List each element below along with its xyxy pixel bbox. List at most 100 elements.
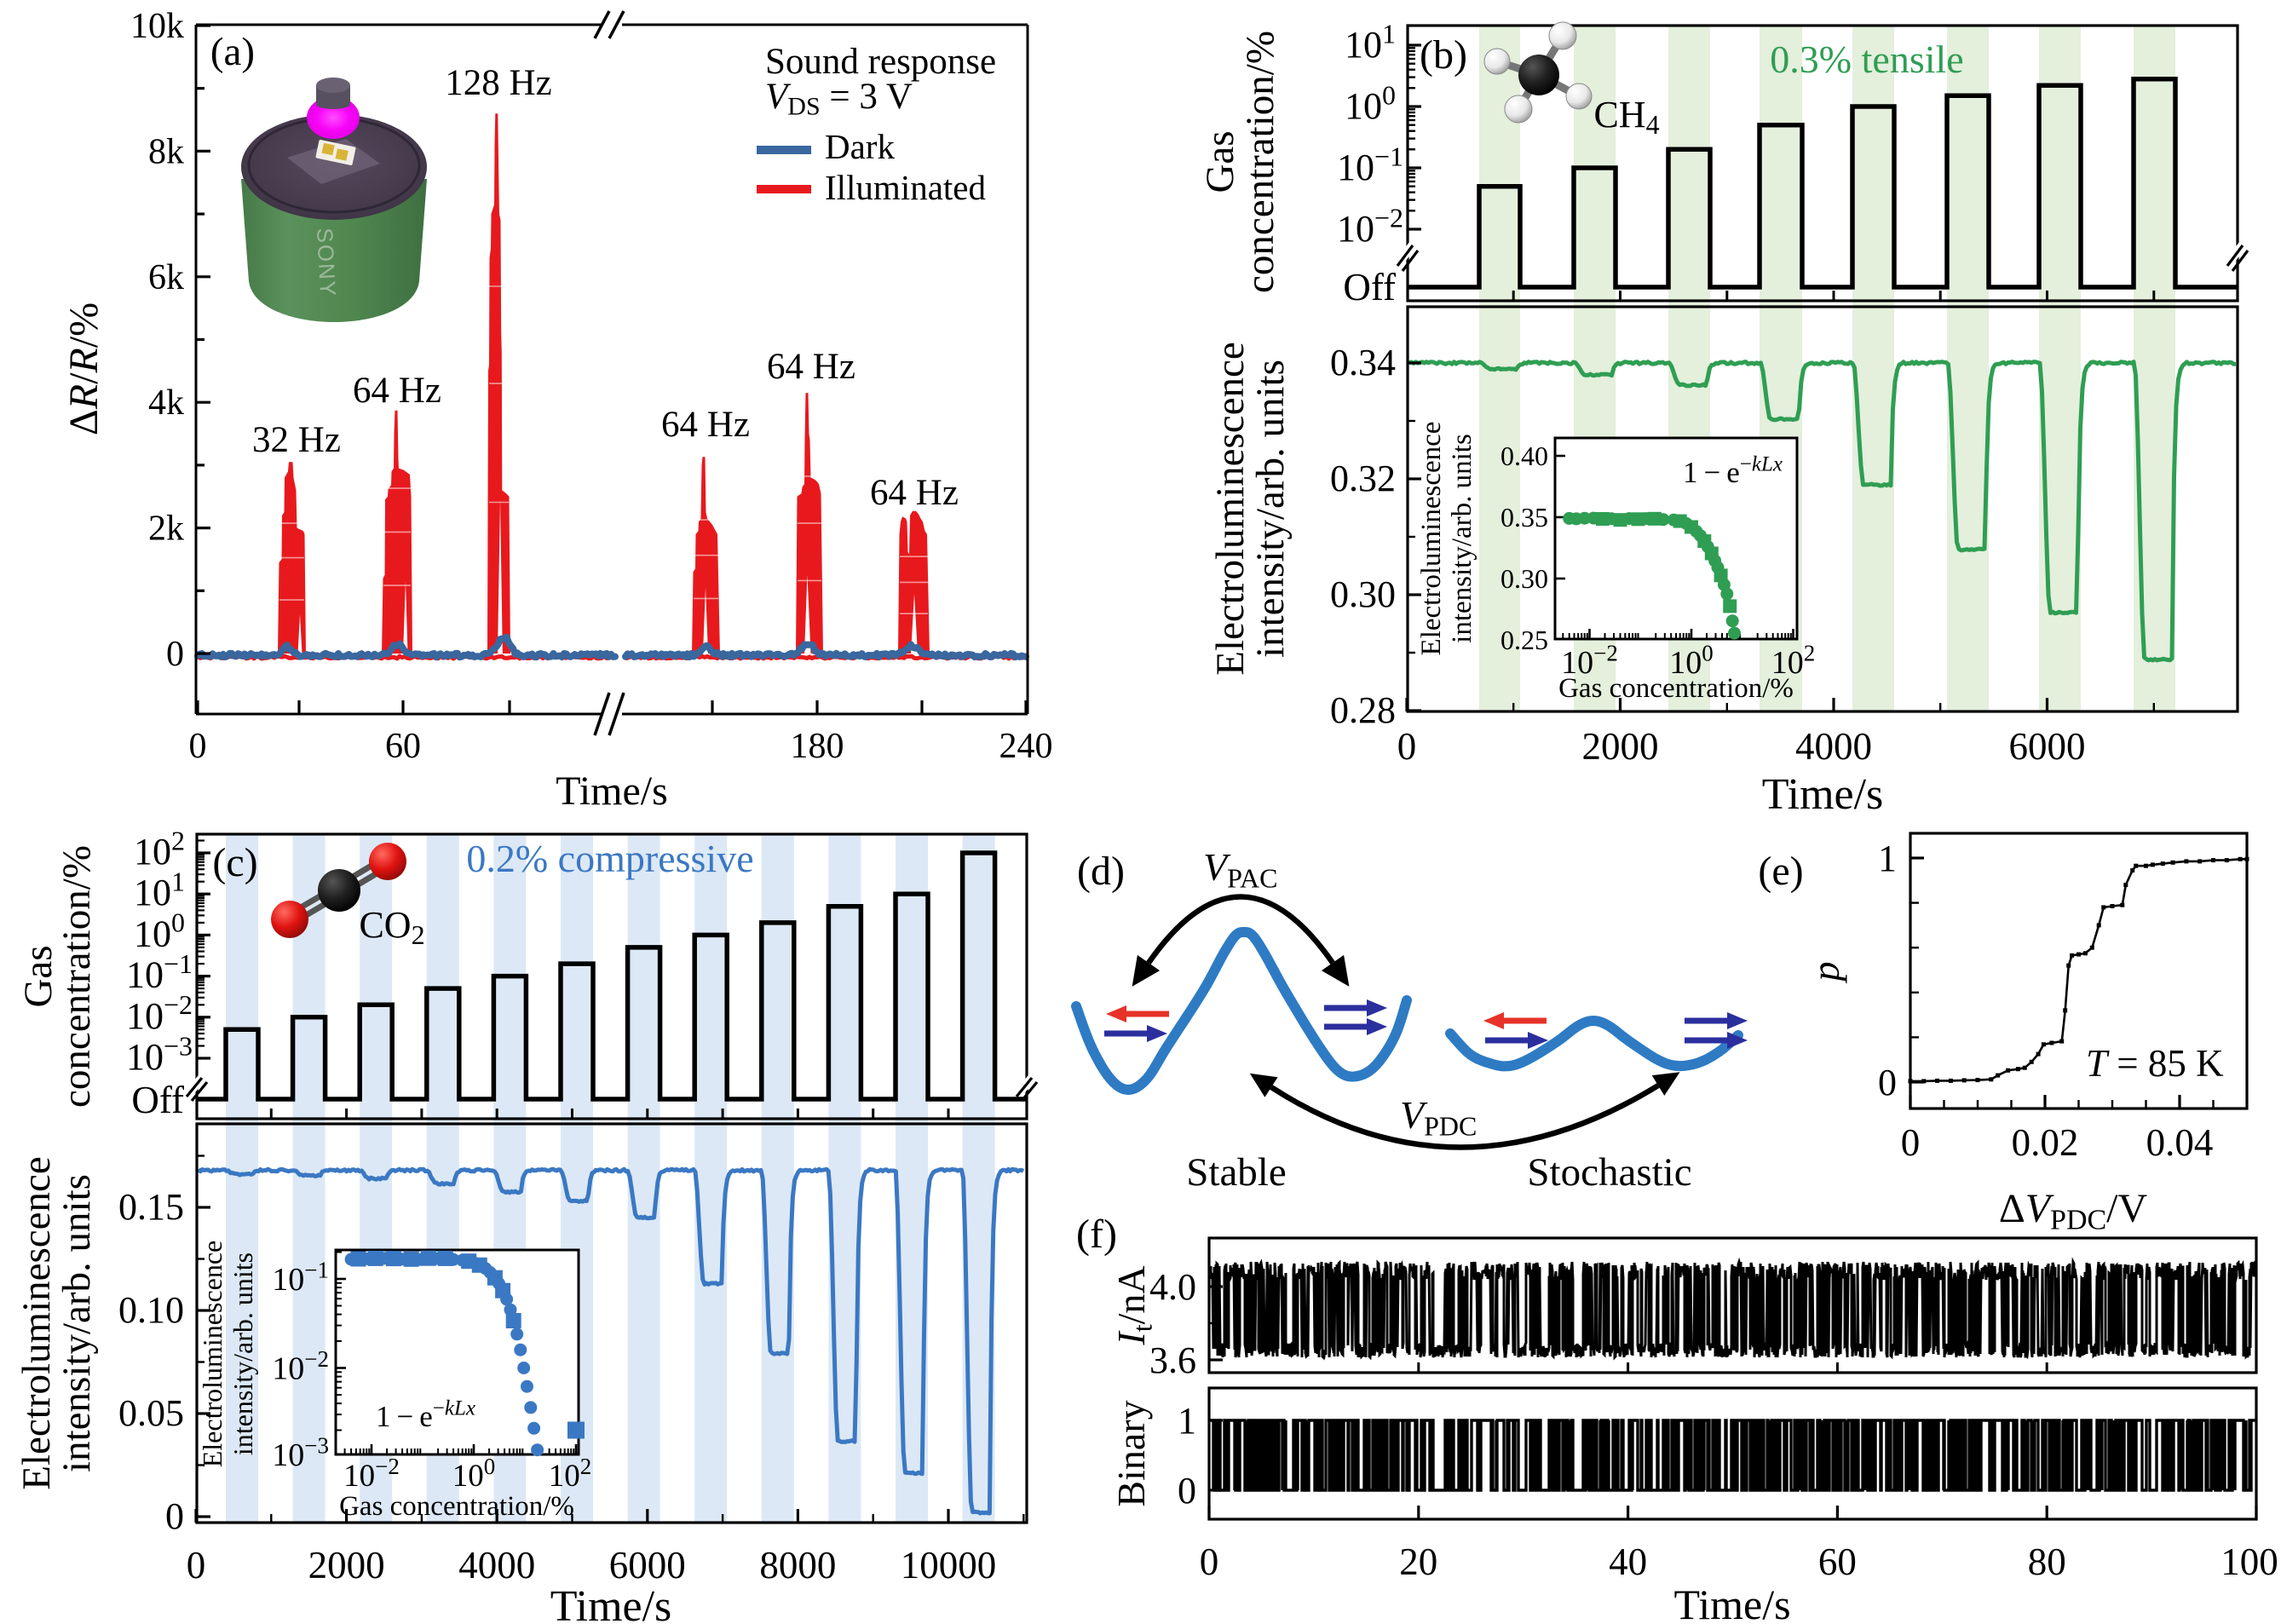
- svg-text:4.0: 4.0: [1149, 1266, 1196, 1308]
- svg-text:Time/s: Time/s: [550, 1582, 672, 1624]
- svg-text:Stochastic: Stochastic: [1527, 1150, 1691, 1195]
- svg-text:0.2% compressive: 0.2% compressive: [466, 837, 753, 880]
- svg-text:Binary: Binary: [1109, 1400, 1153, 1506]
- svg-text:(b): (b): [1420, 32, 1467, 78]
- svg-text:0: 0: [1397, 725, 1417, 768]
- svg-text:8000: 8000: [759, 1544, 836, 1587]
- svg-text:0.30: 0.30: [1501, 563, 1548, 594]
- svg-text:60: 60: [385, 727, 421, 766]
- svg-text:0.25: 0.25: [1501, 625, 1548, 655]
- svg-text:Gas: Gas: [1198, 130, 1242, 193]
- svg-text:1: 1: [1178, 1400, 1196, 1442]
- svg-text:Electroluminescence: Electroluminescence: [14, 1156, 59, 1489]
- svg-text:0: 0: [1200, 1540, 1219, 1583]
- svg-text:ΔR/R/%: ΔR/R/%: [61, 302, 107, 435]
- svg-text:Gas: Gas: [16, 945, 60, 1007]
- svg-text:(d): (d): [1077, 849, 1125, 894]
- svg-text:0: 0: [165, 1495, 184, 1537]
- svg-text:p: p: [1804, 962, 1847, 984]
- svg-text:0: 0: [1878, 1062, 1897, 1103]
- svg-text:Electroluminescence: Electroluminescence: [1416, 422, 1447, 656]
- svg-text:80: 80: [2028, 1540, 2066, 1583]
- svg-text:Gas concentration/%: Gas concentration/%: [339, 1491, 574, 1522]
- svg-text:VDS = 3 V: VDS = 3 V: [765, 77, 913, 121]
- svg-text:(c): (c): [212, 840, 257, 885]
- svg-text:0.02: 0.02: [2012, 1121, 2079, 1164]
- svg-text:6000: 6000: [609, 1544, 686, 1587]
- svg-text:Off: Off: [1343, 266, 1396, 308]
- svg-text:10−1: 10−1: [1337, 141, 1403, 188]
- svg-text:10−2: 10−2: [343, 1454, 400, 1494]
- svg-text:10−1: 10−1: [126, 948, 193, 996]
- svg-text:concentration/%: concentration/%: [55, 845, 99, 1108]
- svg-text:VPDC: VPDC: [1400, 1093, 1477, 1141]
- svg-text:0: 0: [1178, 1470, 1196, 1512]
- svg-text:100: 100: [1669, 641, 1714, 681]
- svg-text:Time/s: Time/s: [556, 769, 668, 814]
- svg-text:10−2: 10−2: [272, 1346, 329, 1386]
- svg-text:64 Hz: 64 Hz: [870, 473, 959, 513]
- svg-text:concentration/%: concentration/%: [1238, 31, 1282, 293]
- svg-text:T = 85 K: T = 85 K: [2086, 1042, 2224, 1085]
- svg-text:CO2: CO2: [359, 904, 424, 950]
- svg-text:10−3: 10−3: [272, 1433, 329, 1473]
- svg-text:2k: 2k: [148, 510, 184, 549]
- svg-text:10−2: 10−2: [1337, 202, 1403, 250]
- svg-text:10−2: 10−2: [126, 989, 193, 1037]
- svg-text:0.40: 0.40: [1501, 441, 1548, 471]
- svg-text:0.3% tensile: 0.3% tensile: [1770, 37, 1963, 81]
- svg-text:0.35: 0.35: [1501, 502, 1548, 533]
- svg-text:101: 101: [1345, 18, 1396, 66]
- svg-text:100: 100: [452, 1454, 496, 1494]
- svg-text:8k: 8k: [148, 132, 184, 171]
- svg-text:0: 0: [187, 1544, 206, 1587]
- svg-text:101: 101: [134, 867, 185, 914]
- svg-text:64 Hz: 64 Hz: [661, 405, 750, 445]
- svg-text:0.04: 0.04: [2146, 1121, 2214, 1164]
- svg-text:0: 0: [189, 727, 207, 766]
- svg-text:4000: 4000: [1795, 725, 1872, 768]
- svg-text:Gas concentration/%: Gas concentration/%: [1558, 673, 1794, 704]
- svg-text:4k: 4k: [148, 383, 184, 423]
- svg-text:(f): (f): [1076, 1212, 1117, 1257]
- svg-text:intensity/arb. units: intensity/arb. units: [1447, 434, 1477, 643]
- svg-text:100: 100: [1345, 79, 1396, 127]
- svg-text:Dark: Dark: [825, 127, 895, 166]
- svg-text:It/nA: It/nA: [1109, 1265, 1157, 1345]
- svg-text:Electroluminescence: Electroluminescence: [197, 1241, 228, 1468]
- svg-text:0: 0: [166, 635, 184, 674]
- svg-text:100: 100: [2221, 1540, 2278, 1583]
- svg-text:1 − e−kLx: 1 − e−kLx: [376, 1397, 475, 1433]
- svg-text:128 Hz: 128 Hz: [445, 63, 551, 103]
- svg-text:102: 102: [549, 1454, 592, 1494]
- svg-text:60: 60: [1818, 1540, 1857, 1583]
- svg-text:VPAC: VPAC: [1203, 845, 1277, 893]
- svg-text:10000: 10000: [901, 1544, 997, 1587]
- svg-text:32 Hz: 32 Hz: [252, 420, 341, 460]
- svg-text:0.15: 0.15: [118, 1186, 184, 1228]
- svg-text:intensity/arb. units: intensity/arb. units: [228, 1253, 258, 1455]
- svg-text:100: 100: [134, 907, 185, 955]
- svg-text:Sound response: Sound response: [765, 42, 996, 82]
- svg-text:intensity/arb. units: intensity/arb. units: [55, 1174, 99, 1472]
- svg-text:intensity/arb. units: intensity/arb. units: [1248, 360, 1293, 658]
- svg-text:Off: Off: [131, 1079, 184, 1121]
- svg-text:20: 20: [1399, 1540, 1437, 1583]
- svg-text:10−1: 10−1: [272, 1258, 329, 1298]
- svg-text:1 − e−kLx: 1 − e−kLx: [1683, 453, 1783, 489]
- svg-text:6k: 6k: [148, 258, 184, 297]
- svg-text:3.6: 3.6: [1149, 1339, 1196, 1381]
- svg-text:64 Hz: 64 Hz: [767, 347, 855, 387]
- svg-text:0.34: 0.34: [1330, 342, 1396, 383]
- svg-text:0.32: 0.32: [1330, 458, 1396, 499]
- svg-text:(a): (a): [210, 30, 255, 74]
- svg-text:64 Hz: 64 Hz: [353, 371, 441, 411]
- svg-text:2000: 2000: [1582, 725, 1659, 768]
- svg-text:40: 40: [1609, 1540, 1647, 1583]
- svg-text:10k: 10k: [130, 7, 184, 46]
- svg-text:240: 240: [999, 727, 1053, 766]
- svg-text:10−3: 10−3: [126, 1030, 193, 1078]
- svg-text:102: 102: [1771, 641, 1816, 681]
- svg-text:102: 102: [134, 825, 185, 872]
- svg-text:Time/s: Time/s: [1762, 770, 1884, 819]
